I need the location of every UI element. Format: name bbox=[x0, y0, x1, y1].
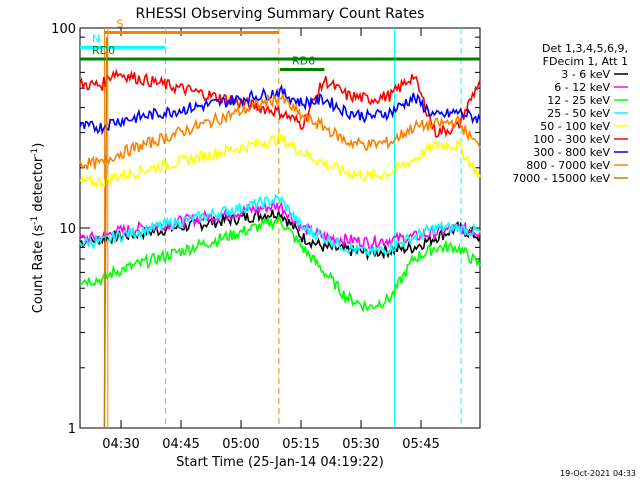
x-tick-label: 05:00 bbox=[222, 437, 259, 452]
legend-entry-label: 100 - 300 keV bbox=[533, 133, 610, 146]
legend-header-2: FDecim 1, Att 1 bbox=[543, 55, 628, 68]
legend-entry-label: 25 - 50 keV bbox=[547, 107, 610, 120]
series-line bbox=[79, 84, 481, 136]
legend-entry-label: 800 - 7000 keV bbox=[526, 159, 610, 172]
series-line bbox=[79, 193, 481, 257]
series-line bbox=[79, 213, 481, 314]
series-line bbox=[79, 93, 481, 170]
chart-title: RHESSI Observing Summary Count Rates bbox=[136, 6, 425, 22]
flag-label: S bbox=[116, 17, 123, 30]
legend-entry-label: 300 - 800 keV bbox=[533, 146, 610, 159]
y-tick-label: 10 bbox=[59, 222, 76, 237]
y-axis-label: Count Rate (s-1 detector-1) bbox=[30, 143, 46, 314]
x-tick-label: 05:30 bbox=[342, 437, 379, 452]
series-group bbox=[79, 37, 481, 429]
series-line bbox=[79, 201, 481, 250]
series-line bbox=[103, 37, 108, 429]
y-tick-label: 100 bbox=[51, 22, 76, 37]
flag-label: N bbox=[92, 32, 100, 45]
legend-entry-label: 3 - 6 keV bbox=[561, 68, 610, 81]
x-tick-label: 05:45 bbox=[402, 437, 439, 452]
x-tick-label: 04:45 bbox=[162, 437, 199, 452]
legend-entry-label: 12 - 25 keV bbox=[547, 94, 610, 107]
legend-entry-label: 50 - 100 keV bbox=[540, 120, 610, 133]
x-tick-label: 04:30 bbox=[102, 437, 139, 452]
legend: Det 1,3,4,5,6,9, FDecim 1, Att 1 3 - 6 k… bbox=[512, 42, 628, 185]
legend-entry-label: 7000 - 15000 keV bbox=[512, 172, 610, 185]
legend-header-1: Det 1,3,4,5,6,9, bbox=[542, 42, 628, 55]
flag-label: RD6 bbox=[292, 55, 315, 68]
date-stamp: 19-Oct-2021 04:33 bbox=[560, 469, 636, 478]
x-axis-label: Start Time (25-Jan-14 04:19:22) bbox=[176, 455, 384, 470]
y-tick-label: 1 bbox=[68, 422, 76, 437]
legend-entry-label: 6 - 12 keV bbox=[554, 81, 610, 94]
series-line bbox=[79, 68, 481, 139]
series-line bbox=[79, 132, 481, 189]
x-tick-label: 05:15 bbox=[282, 437, 319, 452]
flag-label: RD0 bbox=[92, 44, 115, 57]
axis-ticks: 04:30 04:45 05:00 05:15 05:30 05:45 1 10 100 bbox=[51, 22, 480, 452]
